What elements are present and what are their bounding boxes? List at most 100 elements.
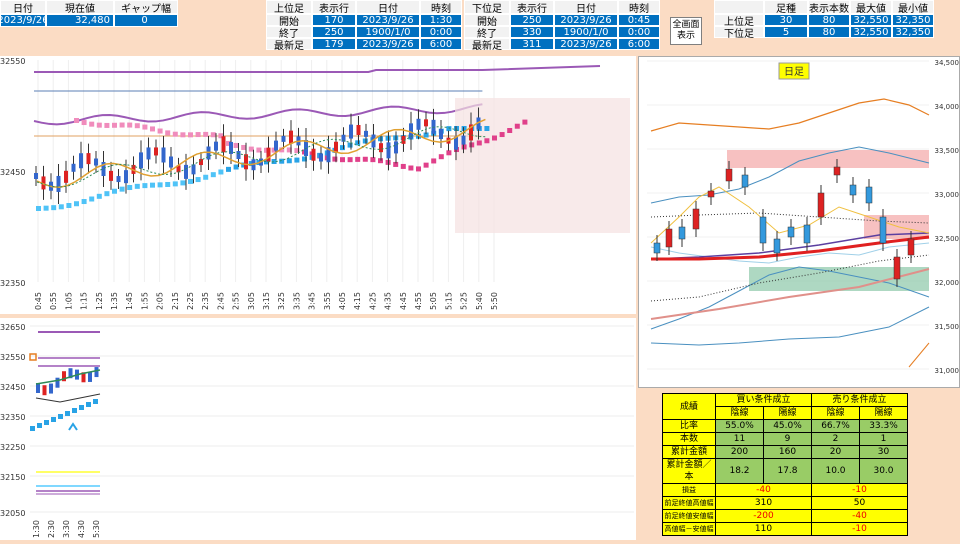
lower-table-cell: 311 [510,38,554,50]
band-marker [142,124,148,130]
summary-header: 足種 [764,0,808,15]
candle [386,142,391,159]
summary-header: 最大値 [850,0,892,15]
candle [34,173,38,179]
upper-table-cell: 終了 [266,26,312,40]
band-marker [65,411,70,416]
band-marker [134,123,140,129]
x-tick-label: 4:15 [353,292,362,310]
fullscreen-button[interactable]: 全画面 表示 [670,17,702,45]
summary-row: 前足終値高値幅 310 50 [662,496,908,510]
candle [311,148,316,161]
y-tick-label: 33,000 [935,191,960,199]
band-marker [492,135,497,141]
date-value: 2023/9/26 [0,14,49,27]
candle [461,135,466,145]
upper-table-cell: 1:30 [420,14,462,26]
candle [326,147,331,163]
sub-header: 陰線 [811,406,860,420]
candle [36,383,40,393]
candle [692,208,700,230]
band-marker [279,158,285,164]
row-value: 30.0 [859,458,908,484]
x-tick-label: 4:45 [399,292,408,310]
row-value: 9 [763,432,812,446]
candle [371,134,376,148]
candle [401,135,406,144]
candle [101,162,106,177]
candle [334,141,338,153]
band-marker [37,423,42,428]
y-tick-label: 32550 [0,57,25,66]
band-marker [408,165,414,171]
x-tick-label: 2:30 [47,520,56,538]
lower-table-header: 下位足 [464,0,510,15]
candle [79,153,83,169]
y-tick-label: 32450 [0,168,25,177]
candle [725,168,733,182]
x-tick-label: 3:05 [247,292,256,310]
summary-row: 高値幅－安値幅 110 -10 [662,522,908,536]
upper-table-header: 日付 [356,0,420,15]
candle [741,174,749,188]
band-marker [233,164,239,170]
daily-chart: 34,500 34,000 33,500 33,000 32,500 32,000 31,5… [647,59,960,375]
summary-cell: 下位足 [714,26,764,40]
bollinger-line [650,306,930,346]
upper-table-header: 表示行 [312,0,356,15]
band-marker [51,205,57,211]
candle [379,143,383,153]
band-marker [507,127,513,133]
candle [49,383,53,394]
band-marker [416,166,421,172]
band-marker [332,156,338,162]
band-marker [286,158,292,164]
band-marker [150,126,155,132]
moving-average [650,186,930,244]
band-marker [446,126,452,132]
band-marker [355,156,361,162]
band-marker [172,131,178,137]
band-marker [461,144,467,150]
candle [199,159,203,166]
summary-cell: 32,550 [850,14,892,26]
x-tick-label: 3:55 [323,292,332,310]
band-marker [340,157,345,163]
candle [787,226,795,238]
lower-table-cell: 0:45 [618,14,660,26]
upper-table-cell: 最新足 [266,38,312,52]
candle [653,242,661,254]
band-marker [134,183,140,189]
arrow-up-icon [68,422,78,431]
bollinger-line [650,146,930,204]
moving-average [36,126,486,188]
row-value: 10.0 [811,458,860,484]
buy-header: 買い条件成立 [715,393,812,407]
candle [865,186,873,204]
candle [94,158,98,166]
band-marker [476,140,482,146]
band-marker [499,132,505,138]
candle [221,136,226,153]
date-header: 日付 [0,0,46,15]
band-marker [58,414,63,419]
band-marker [256,147,262,153]
x-tick-label: 3:25 [277,292,286,310]
results-title: 成績 [662,393,716,420]
candle [56,175,61,192]
x-tick-label: 4:55 [414,292,423,310]
row-value: 45.0% [763,419,812,433]
band-marker [302,156,307,162]
row-value: 160 [763,445,812,459]
moving-average [650,232,930,260]
candle [454,136,458,150]
candle [289,130,293,144]
candle [759,216,767,244]
lower-table-cell: 1900/1/0 [554,26,618,38]
candle [184,164,188,179]
resistance-zone [727,150,929,168]
candle [176,165,181,173]
row-value: 2 [811,432,860,446]
band-marker [340,145,345,151]
x-tick-label: 5:30 [92,520,101,538]
